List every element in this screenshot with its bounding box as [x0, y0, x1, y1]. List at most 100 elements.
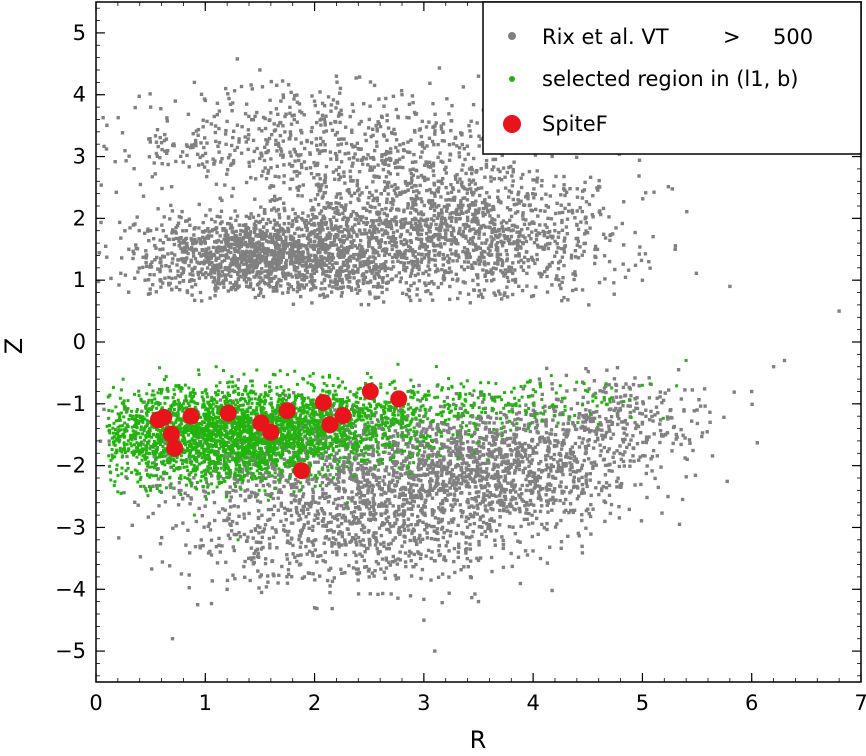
rix-point	[231, 135, 235, 140]
rix-point	[236, 265, 240, 270]
rix-point	[579, 466, 584, 471]
rix-point	[460, 185, 465, 189]
rix-point	[361, 247, 365, 252]
rix-point	[436, 482, 440, 486]
rix-point	[305, 138, 309, 143]
rix-point	[352, 256, 356, 260]
rix-point	[414, 168, 419, 173]
rix-point	[234, 283, 239, 288]
rix-point	[563, 188, 567, 192]
rix-point	[418, 183, 422, 188]
rix-point	[327, 266, 331, 270]
rix-point	[218, 253, 223, 258]
rix-point	[236, 250, 241, 254]
rix-point	[215, 281, 219, 285]
rix-point	[320, 113, 325, 117]
rix-point	[335, 205, 339, 210]
rix-point	[555, 242, 559, 246]
rix-point	[262, 281, 267, 285]
rix-point	[352, 191, 357, 195]
rix-point	[302, 278, 306, 282]
rix-point	[366, 126, 371, 130]
rix-point	[484, 476, 489, 480]
rix-point	[580, 196, 585, 200]
rix-point	[452, 240, 456, 244]
rix-point	[429, 524, 434, 529]
rix-point	[489, 493, 494, 497]
rix-point	[254, 243, 258, 248]
rix-point	[272, 258, 276, 262]
rix-point	[481, 249, 485, 253]
rix-point	[396, 513, 401, 517]
rix-point	[348, 114, 352, 119]
rix-point	[470, 218, 475, 222]
rix-point	[620, 221, 624, 226]
rix-point	[336, 233, 340, 238]
rix-point	[513, 469, 517, 473]
rix-point	[300, 111, 304, 115]
rix-point	[470, 393, 475, 397]
rix-point	[410, 268, 414, 272]
rix-point	[331, 285, 335, 289]
rix-point	[452, 497, 457, 502]
rix-point	[454, 253, 458, 258]
rix-point	[296, 286, 300, 290]
rix-point	[412, 226, 416, 230]
rix-point	[275, 233, 280, 237]
rix-point	[223, 132, 228, 136]
rix-point	[228, 153, 232, 157]
rix-point	[523, 441, 527, 446]
rix-point	[492, 291, 496, 295]
rix-point	[269, 262, 273, 267]
rix-point	[202, 260, 206, 265]
rix-point	[382, 490, 386, 494]
rix-point	[549, 463, 553, 467]
rix-point	[424, 269, 428, 274]
rix-point	[517, 493, 521, 497]
rix-point	[439, 195, 443, 199]
rix-point	[457, 155, 462, 159]
rix-point	[436, 227, 440, 231]
rix-point	[132, 251, 136, 256]
rix-point	[424, 125, 429, 129]
rix-point	[433, 464, 437, 468]
rix-point	[472, 288, 476, 292]
rix-point	[501, 261, 505, 265]
rix-point	[447, 158, 452, 162]
rix-point	[229, 262, 233, 266]
rix-point	[424, 160, 428, 164]
rix-point	[415, 236, 419, 241]
rix-point	[484, 241, 488, 245]
rix-point	[407, 295, 412, 299]
rix-point	[576, 227, 581, 232]
rix-point	[179, 215, 183, 220]
rix-point	[123, 229, 127, 233]
rix-point	[223, 233, 227, 238]
rix-point	[414, 209, 419, 213]
rix-point	[337, 137, 341, 141]
rix-point	[372, 224, 377, 228]
rix-point	[333, 151, 338, 156]
rix-point	[301, 183, 305, 187]
rix-point	[492, 519, 496, 523]
rix-point	[564, 461, 568, 466]
rix-point	[141, 255, 145, 259]
rix-point	[331, 207, 335, 211]
rix-point	[586, 507, 590, 511]
rix-point	[496, 235, 500, 240]
rix-point	[660, 511, 664, 515]
rix-point	[258, 261, 262, 265]
rix-point	[273, 274, 278, 279]
rix-point	[165, 151, 169, 155]
rix-point	[483, 421, 488, 425]
rix-point	[288, 105, 292, 109]
rix-point	[303, 268, 308, 272]
rix-point	[262, 158, 267, 163]
rix-point	[576, 239, 581, 244]
rix-point	[350, 164, 354, 168]
rix-point	[309, 141, 314, 145]
rix-point	[284, 277, 288, 281]
rix-point	[391, 202, 395, 206]
rix-point	[554, 174, 558, 179]
rix-point	[449, 183, 453, 187]
